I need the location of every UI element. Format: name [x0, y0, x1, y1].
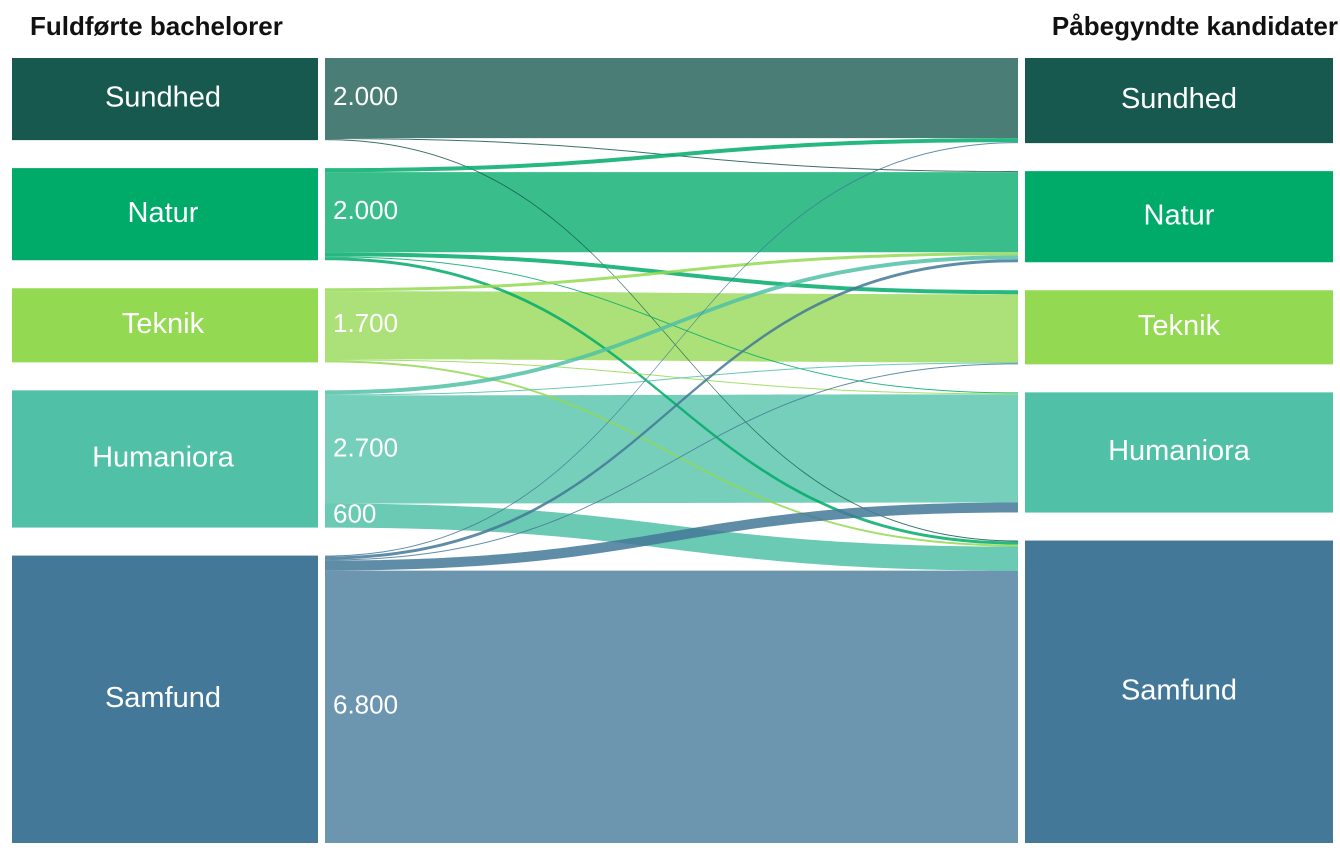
link — [325, 257, 1018, 545]
left-node-label: Samfund — [105, 682, 221, 714]
right-node — [1025, 58, 1333, 144]
link — [325, 252, 1018, 292]
link — [325, 360, 1018, 547]
right-node — [1025, 290, 1333, 365]
left-node-label: Teknik — [122, 308, 205, 340]
link-label: 2.000 — [333, 81, 398, 111]
left-node — [12, 555, 318, 843]
link — [325, 138, 1018, 173]
link — [325, 362, 1018, 396]
link-label: 6.800 — [333, 690, 398, 720]
link — [325, 363, 1018, 561]
link — [325, 359, 1018, 395]
link-label: 1.700 — [333, 308, 398, 338]
right-node-label: Natur — [1144, 199, 1215, 231]
right-node — [1025, 392, 1333, 513]
right-node-label: Sundhed — [1121, 83, 1237, 115]
link — [325, 570, 1018, 843]
left-node — [12, 58, 318, 141]
link-label: 2.000 — [333, 195, 398, 225]
right-node — [1025, 171, 1333, 263]
right-title: Påbegyndte kandidater — [1052, 11, 1338, 41]
link — [325, 58, 1018, 139]
link-label: 2.700 — [333, 432, 398, 462]
left-node — [12, 288, 318, 363]
left-node — [12, 390, 318, 528]
left-node-label: Natur — [128, 197, 199, 229]
link — [325, 394, 1018, 504]
right-node-label: Teknik — [1138, 310, 1221, 342]
link — [325, 172, 1018, 253]
link-label: 600 — [333, 498, 376, 528]
link — [325, 255, 1018, 395]
left-node-label: Sundhed — [105, 82, 221, 114]
right-node-label: Humaniora — [1108, 435, 1251, 467]
link — [325, 139, 1018, 542]
left-node-label: Humaniora — [92, 442, 235, 474]
link — [325, 259, 1018, 560]
left-title: Fuldførte bachelorer — [30, 11, 283, 41]
link — [325, 142, 1018, 557]
right-node-label: Samfund — [1121, 674, 1237, 706]
links — [325, 58, 1018, 843]
left-node — [12, 168, 318, 261]
link — [325, 502, 1018, 571]
right-node — [1025, 540, 1333, 843]
